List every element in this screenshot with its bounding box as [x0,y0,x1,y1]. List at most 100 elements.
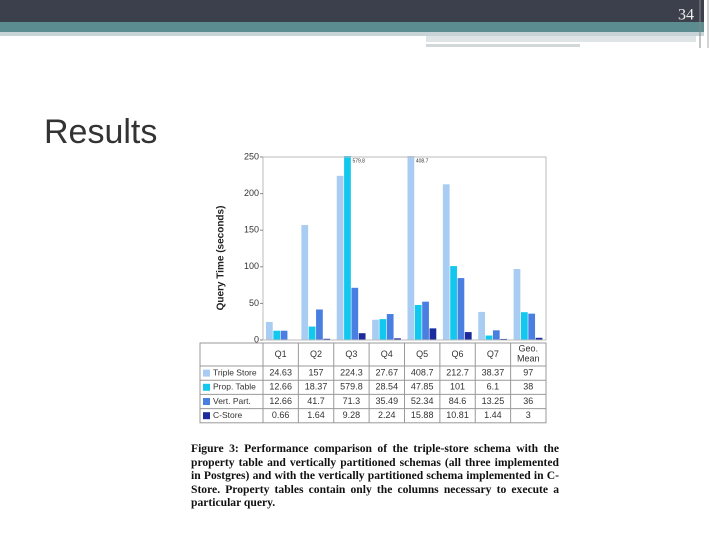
table-value: 6.1 [487,382,500,392]
bar [492,330,500,340]
x-tick-label: Q7 [487,349,499,359]
bar [372,319,379,340]
bar [358,333,366,340]
bar [280,330,288,340]
bar [323,338,331,340]
table-value: 13.25 [482,396,505,406]
table-value: 15.88 [411,410,434,420]
plot-frame [262,156,547,341]
table-value: 71.3 [343,396,361,406]
bar [308,326,316,340]
legend-swatch [203,383,210,391]
bar [266,321,273,340]
table-value: 47.85 [411,382,434,392]
x-tick-label: Geo. Mean [517,344,540,364]
x-tick-label: Q6 [452,349,464,359]
y-tick-label: 150 [244,225,259,235]
clipped-value-label: 579.8 [352,158,365,164]
table-value: 35.49 [376,396,399,406]
table-value: 0.66 [272,410,290,420]
table-value: 12.66 [269,382,292,392]
bar [386,314,394,340]
bar [273,330,281,340]
table-value: 28.54 [376,382,399,392]
figure-caption: Figure 3: Performance comparison of the … [191,442,559,510]
bar [301,225,309,340]
table-value: 224.3 [340,367,363,377]
top-banner [0,0,704,22]
table-value: 2.24 [378,410,396,420]
bar [450,266,457,340]
table-value: 10.81 [446,410,469,420]
legend-label: Vert. Part. [213,396,251,406]
x-tick-label: Q5 [416,349,428,359]
y-tick-label: 0 [254,334,259,344]
legend-label: Triple Store [213,367,257,377]
table-value: 97 [523,367,533,377]
bar [442,184,450,340]
slide-title: Results [44,113,157,151]
banner-stripe [426,36,696,42]
banner-stripe [0,22,704,32]
table-value: 1.64 [307,410,325,420]
bar [478,311,485,340]
table-value: 12.66 [269,396,292,406]
x-tick-label: Q1 [275,349,287,359]
x-tick-label: Q4 [381,349,393,359]
table-value: 3 [526,410,531,420]
bar [520,312,528,340]
bar [414,304,422,340]
legend-swatch [203,398,210,405]
legend-swatch [203,412,210,420]
table-value: 9.28 [343,410,361,420]
clipped-value-label: 408.7 [416,158,429,164]
bar [336,175,344,340]
y-tick-label: 100 [244,261,259,271]
bar [351,287,359,340]
bar [535,337,543,340]
y-axis-label: Query Time (seconds) [216,206,227,311]
table-value: 41.7 [307,396,325,406]
table-value: 212.7 [446,367,469,377]
bar [485,335,493,340]
bar [407,156,415,340]
y-tick-label: 250 [244,151,259,161]
slide-number: 34 [678,7,694,24]
table-value: 157 [309,367,324,377]
bar [457,278,465,340]
table-value: 24.63 [269,367,292,377]
legend-label: C-Store [213,410,243,420]
table-value: 408.7 [411,367,434,377]
banner-stripe [0,32,704,36]
table-frame [199,342,547,424]
table-value: 101 [450,382,465,392]
bar [513,268,521,340]
bar [394,338,401,340]
bar-group [266,156,543,341]
bar [344,156,351,341]
bar [464,332,472,340]
table-value: 38 [523,382,533,392]
banner-stripe [426,44,580,47]
table-value: 38.37 [482,367,505,377]
bar [528,313,536,340]
bar [422,301,429,340]
table-value: 1.44 [484,410,502,420]
bar [429,328,437,340]
legend-swatch [203,369,210,377]
table-value: 36 [523,396,533,406]
legend-label: Prop. Table [213,382,256,392]
bar [316,309,323,340]
x-tick-label: Q2 [310,349,322,359]
table-value: 52.34 [411,396,434,406]
y-tick-label: 50 [249,298,259,308]
y-tick-label: 200 [244,188,259,198]
bar [379,319,387,340]
x-tick-label: Q3 [345,349,357,359]
table-value: 84.6 [449,396,467,406]
bar [500,338,508,340]
table-value: 27.67 [376,367,399,377]
